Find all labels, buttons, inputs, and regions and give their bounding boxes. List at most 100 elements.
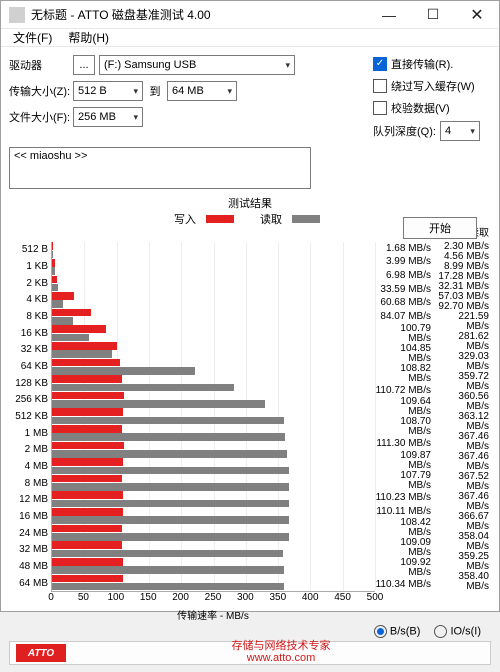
write-bar — [52, 408, 123, 416]
read-bar — [52, 400, 265, 408]
queue-depth-label: 队列深度(Q): — [373, 123, 436, 139]
read-bar — [52, 317, 73, 325]
write-value: 104.85 MB/s — [375, 344, 433, 364]
y-tick-label: 8 MB — [9, 475, 48, 492]
file-size-select[interactable]: 256 MB▾ — [73, 107, 143, 127]
write-value: 111.30 MB/s — [375, 437, 433, 451]
x-axis-label: 传输速率 - MB/s — [51, 607, 375, 622]
queue-depth-select[interactable]: 4▾ — [440, 121, 480, 141]
transfer-to-select[interactable]: 64 MB▾ — [167, 81, 237, 101]
read-bar — [52, 550, 283, 558]
unit-ios-radio[interactable]: IO/s(I) — [434, 625, 481, 638]
unit-radio-row: B/s(B) IO/s(I) — [9, 622, 491, 641]
read-value: 358.04 MB/s — [433, 532, 491, 552]
x-tick-label: 400 — [302, 592, 319, 603]
read-bar — [52, 300, 63, 308]
x-axis: 050100150200250300350400450500 — [51, 592, 375, 606]
write-value: 108.82 MB/s — [375, 364, 433, 384]
settings-row: 驱动器 ... (F:) Samsung USB▾ 传输大小(Z): 512 B… — [9, 53, 491, 141]
bar-row — [52, 275, 375, 292]
description-input[interactable]: << miaoshu >> — [9, 147, 311, 189]
y-tick-label: 12 MB — [9, 492, 48, 509]
unit-bs-radio[interactable]: B/s(B) — [374, 625, 421, 638]
maximize-button[interactable]: ☐ — [411, 1, 455, 29]
write-bar — [52, 325, 106, 333]
write-value: 109.64 MB/s — [375, 397, 433, 417]
chart-area: 512 B1 KB2 KB4 KB8 KB16 KB32 KB64 KB128 … — [9, 242, 491, 592]
atto-logo: ATTO — [16, 644, 66, 662]
y-tick-label: 48 MB — [9, 559, 48, 576]
write-value: 33.59 MB/s — [375, 283, 433, 297]
transfer-from-select[interactable]: 512 B▾ — [73, 81, 143, 101]
bar-row — [52, 524, 375, 541]
read-bar — [52, 417, 284, 425]
bar-row — [52, 408, 375, 425]
bar-row — [52, 375, 375, 392]
bar-row — [52, 541, 375, 558]
write-bar — [52, 292, 74, 300]
close-button[interactable]: ✕ — [455, 1, 499, 29]
write-value: 109.09 MB/s — [375, 538, 433, 558]
legend-write-swatch — [206, 215, 234, 223]
write-bar — [52, 541, 122, 549]
bar-row — [52, 259, 375, 276]
read-bar — [52, 350, 112, 358]
desc-start-row: << miaoshu >> 开始 — [9, 141, 491, 189]
window-title: 无标题 - ATTO 磁盘基准测试 4.00 — [31, 6, 367, 23]
bar-row — [52, 242, 375, 259]
write-value: 108.42 MB/s — [375, 518, 433, 538]
read-value: 329.03 MB/s — [433, 352, 491, 372]
write-bar — [52, 558, 123, 566]
read-bar — [52, 533, 289, 541]
app-icon — [9, 7, 25, 23]
write-value: 109.92 MB/s — [375, 558, 433, 578]
write-value: 84.07 MB/s — [375, 310, 433, 324]
bar-row — [52, 308, 375, 325]
y-tick-label: 64 KB — [9, 359, 48, 376]
x-tick-label: 0 — [48, 592, 54, 603]
write-bar — [52, 276, 57, 284]
right-options: 直接传输(R). 绕过写入缓存(W) 校验数据(V) 队列深度(Q): 4▾ — [373, 53, 491, 141]
minimize-button[interactable]: — — [367, 1, 411, 29]
y-tick-label: 1 KB — [9, 259, 48, 276]
radio-icon — [434, 625, 447, 638]
bars-column — [51, 242, 375, 592]
start-button[interactable]: 开始 — [403, 217, 477, 239]
write-value: 100.79 MB/s — [375, 324, 433, 344]
write-value: 107.79 MB/s — [375, 471, 433, 491]
read-value: 367.52 MB/s — [433, 472, 491, 492]
read-value: 363.12 MB/s — [433, 412, 491, 432]
bar-row — [52, 558, 375, 575]
write-value: 108.70 MB/s — [375, 417, 433, 437]
file-size-label: 文件大小(F): — [9, 109, 73, 125]
menu-file[interactable]: 文件(F) — [5, 29, 60, 46]
drive-browse-button[interactable]: ... — [73, 55, 95, 75]
y-tick-label: 128 KB — [9, 375, 48, 392]
verify-data-checkbox[interactable]: 校验数据(V) — [373, 97, 491, 119]
write-value: 60.68 MB/s — [375, 297, 433, 311]
write-value: 110.34 MB/s — [375, 578, 433, 592]
write-bar — [52, 491, 123, 499]
direct-io-checkbox[interactable]: 直接传输(R). — [373, 53, 491, 75]
write-bar — [52, 375, 122, 383]
read-bar — [52, 583, 284, 591]
drive-label: 驱动器 — [9, 57, 73, 73]
write-values-column: 1.68 MB/s3.99 MB/s6.98 MB/s33.59 MB/s60.… — [375, 242, 433, 592]
read-value: 367.46 MB/s — [433, 432, 491, 452]
y-tick-label: 4 MB — [9, 459, 48, 476]
read-bar — [52, 251, 53, 259]
y-tick-label: 32 KB — [9, 342, 48, 359]
to-label: 到 — [143, 83, 167, 99]
y-tick-label: 2 KB — [9, 275, 48, 292]
bypass-cache-checkbox[interactable]: 绕过写入缓存(W) — [373, 75, 491, 97]
read-value: 367.46 MB/s — [433, 492, 491, 512]
x-tick-label: 250 — [205, 592, 222, 603]
write-bar — [52, 242, 53, 250]
write-bar — [52, 442, 124, 450]
drive-select[interactable]: (F:) Samsung USB▾ — [99, 55, 295, 75]
x-tick-label: 350 — [269, 592, 286, 603]
menu-help[interactable]: 帮助(H) — [60, 29, 117, 46]
write-value: 6.98 MB/s — [375, 269, 433, 283]
results-title: 测试结果 — [9, 195, 491, 211]
chevron-down-icon: ▾ — [133, 112, 138, 123]
